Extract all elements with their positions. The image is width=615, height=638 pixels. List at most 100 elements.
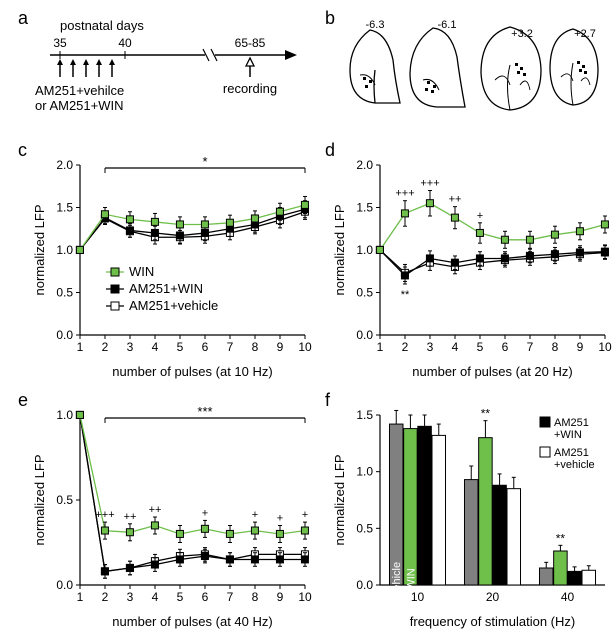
svg-text:5: 5	[177, 590, 184, 604]
svg-text:+++: +++	[95, 509, 114, 521]
svg-text:8: 8	[252, 590, 259, 604]
panel-c-label: c	[18, 140, 27, 161]
svg-text:++: ++	[124, 511, 137, 523]
svg-text:WIN: WIN	[129, 264, 154, 279]
svg-text:6: 6	[202, 590, 209, 604]
svg-text:AM251+WIN: AM251+WIN	[129, 281, 203, 296]
tick-35: 35	[53, 36, 67, 50]
svg-text:40: 40	[561, 590, 575, 604]
panel-a-cond1: AM251+vehilce	[35, 83, 124, 98]
svg-text:3: 3	[127, 340, 134, 354]
svg-text:number of pulses (at 10 Hz): number of pulses (at 10 Hz)	[112, 364, 272, 379]
panel-d-chart: 0.00.51.01.52.012345678910number of puls…	[330, 145, 615, 380]
svg-text:10: 10	[411, 590, 425, 604]
svg-text:-6.3: -6.3	[366, 19, 385, 31]
svg-text:+3.2: +3.2	[511, 28, 533, 40]
svg-text:8: 8	[552, 340, 559, 354]
svg-text:0.5: 0.5	[56, 286, 73, 300]
svg-text:7: 7	[227, 340, 234, 354]
svg-text:2: 2	[102, 590, 109, 604]
svg-text:7: 7	[527, 340, 534, 354]
svg-text:1: 1	[77, 590, 84, 604]
svg-text:1.5: 1.5	[356, 408, 373, 422]
svg-text:normalized LFP: normalized LFP	[332, 454, 347, 545]
svg-text:5: 5	[477, 340, 484, 354]
svg-text:1.0: 1.0	[356, 243, 373, 257]
svg-text:10: 10	[298, 340, 312, 354]
svg-text:AM251+vehicle: AM251+vehicle	[129, 298, 218, 313]
svg-text:+++: +++	[395, 188, 414, 200]
panel-c-chart: 0.00.51.01.52.012345678910number of puls…	[30, 145, 315, 380]
panel-e-chart: 0.0 0.5 1.0 1 2 3 4 5 6 7 8 9 10 number of pulses (at…	[30, 395, 315, 630]
svg-text:0.5: 0.5	[356, 521, 373, 535]
svg-text:8: 8	[252, 340, 259, 354]
svg-text:20: 20	[486, 590, 500, 604]
panel-b-label: b	[325, 8, 335, 29]
svg-text:+++: +++	[420, 178, 439, 190]
svg-text:**: **	[556, 531, 566, 545]
recording-label: recording	[223, 81, 277, 96]
tick-40: 40	[118, 36, 132, 50]
svg-text:0.0: 0.0	[356, 578, 373, 592]
svg-text:normalized LFP: normalized LFP	[332, 204, 347, 295]
panel-f-chart: 0.0 0.5 1.0 1.5 frequency of stimulation (Hz…	[330, 395, 615, 630]
svg-text:***: ***	[197, 404, 212, 419]
svg-text:+WIN: +WIN	[554, 429, 582, 441]
panel-a-title: postnatal days	[60, 18, 144, 33]
svg-text:1.0: 1.0	[356, 465, 373, 479]
svg-text:2: 2	[102, 340, 109, 354]
svg-text:6: 6	[202, 340, 209, 354]
svg-text:6: 6	[502, 340, 509, 354]
svg-text:+vehicle: +vehicle	[554, 459, 595, 471]
svg-text:0.0: 0.0	[56, 328, 73, 342]
svg-text:4: 4	[152, 590, 159, 604]
svg-text:1: 1	[377, 340, 384, 354]
panel-b-svg: -6.3 -6.1 +3.2 +2.7	[340, 15, 605, 130]
panel-e-label: e	[18, 390, 28, 411]
svg-text:5: 5	[177, 340, 184, 354]
svg-text:+: +	[302, 509, 308, 521]
svg-text:2: 2	[402, 340, 409, 354]
svg-text:**: **	[401, 289, 410, 301]
svg-text:3: 3	[427, 340, 434, 354]
svg-text:++: ++	[149, 504, 162, 516]
svg-text:frequency of stimulation (Hz): frequency of stimulation (Hz)	[410, 614, 575, 629]
svg-text:4: 4	[152, 340, 159, 354]
svg-text:AM251: AM251	[554, 447, 589, 459]
svg-text:vehicle: vehicle	[391, 562, 403, 596]
svg-text:9: 9	[577, 340, 584, 354]
svg-text:WIN: WIN	[405, 568, 417, 589]
svg-text:+: +	[277, 513, 283, 525]
svg-text:++: ++	[449, 194, 462, 206]
svg-text:2.0: 2.0	[56, 158, 73, 172]
svg-text:0.0: 0.0	[356, 328, 373, 342]
svg-text:0.0: 0.0	[56, 578, 73, 592]
figure: a b c d e f postnatal days 35 40 65-85 A…	[0, 0, 615, 638]
svg-text:number of pulses (at 40 Hz): number of pulses (at 40 Hz)	[112, 614, 272, 629]
svg-text:*: *	[202, 154, 207, 169]
panel-a-label: a	[18, 8, 28, 29]
svg-text:+: +	[252, 509, 258, 521]
panel-a-cond2: or AM251+WIN	[35, 98, 124, 113]
panel-a-svg: postnatal days 35 40 65-85 AM251+vehilce…	[35, 15, 315, 135]
svg-text:0.5: 0.5	[56, 493, 73, 507]
svg-text:+: +	[477, 210, 483, 222]
svg-text:normalized LFP: normalized LFP	[32, 204, 47, 295]
svg-text:normalized LFP: normalized LFP	[32, 454, 47, 545]
svg-text:10: 10	[298, 590, 312, 604]
svg-text:7: 7	[227, 590, 234, 604]
svg-text:9: 9	[277, 590, 284, 604]
svg-text:1.0: 1.0	[56, 408, 73, 422]
svg-text:3: 3	[127, 590, 134, 604]
svg-text:+: +	[202, 507, 208, 519]
tick-65-85: 65-85	[235, 36, 266, 50]
svg-text:1: 1	[77, 340, 84, 354]
svg-text:+2.7: +2.7	[574, 28, 596, 40]
injection-arrows	[57, 59, 115, 77]
svg-text:10: 10	[598, 340, 612, 354]
svg-text:1.0: 1.0	[56, 243, 73, 257]
svg-text:AM251: AM251	[554, 417, 589, 429]
svg-text:2.0: 2.0	[356, 158, 373, 172]
svg-text:**: **	[481, 407, 491, 421]
svg-text:1.5: 1.5	[356, 201, 373, 215]
